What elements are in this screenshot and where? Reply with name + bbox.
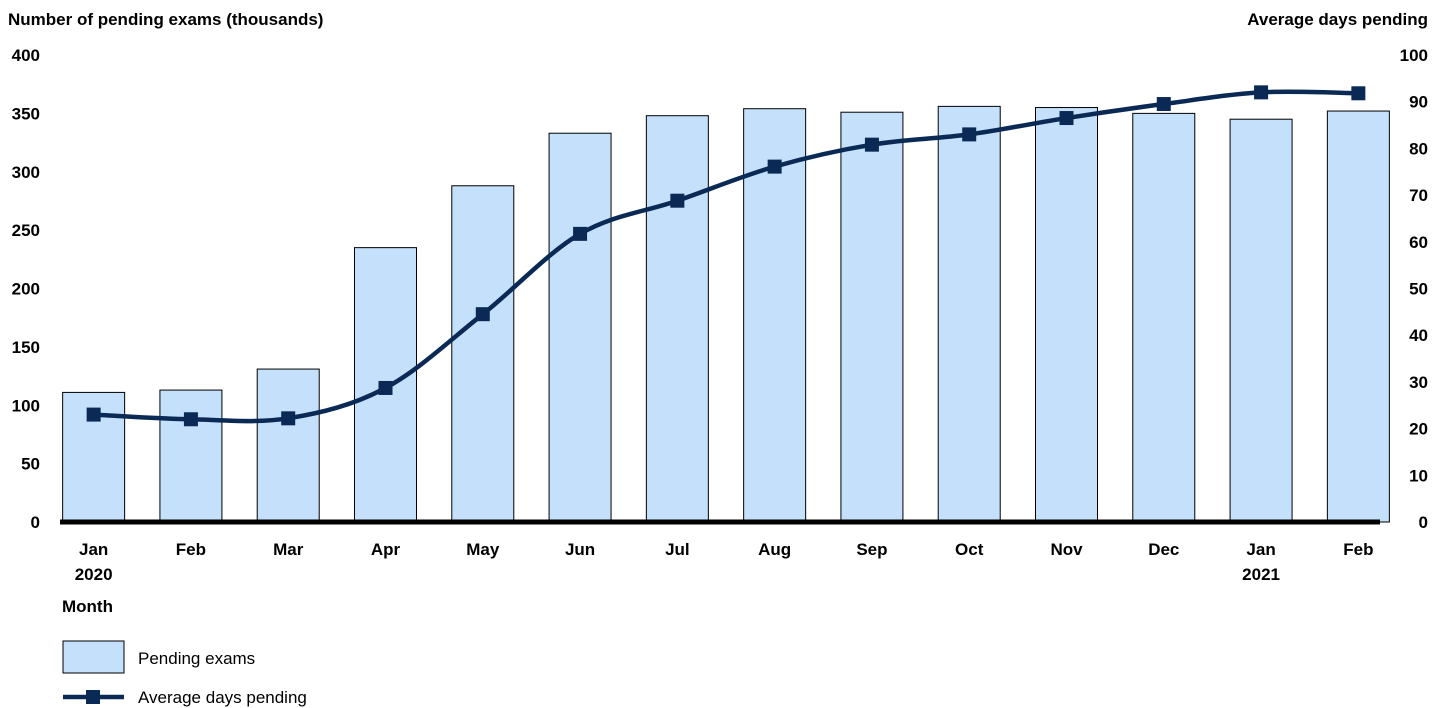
x-tick-label: Sep — [856, 540, 887, 559]
left-tick-label: 300 — [12, 163, 40, 182]
bar-pending-exams — [1035, 107, 1098, 523]
left-tick-label: 200 — [12, 280, 40, 299]
right-axis-ticks: 0 10 20 30 40 50 60 70 80 90 100 — [1400, 46, 1428, 532]
x-tick-label: May — [466, 540, 500, 559]
x-tick-label: Jan — [1246, 540, 1275, 559]
x-axis-title: Month — [62, 597, 113, 616]
bar-pending-exams — [256, 368, 320, 523]
x-tick-label: Dec — [1148, 540, 1179, 559]
left-tick-label: 400 — [12, 46, 40, 65]
bar-pending-exams — [937, 105, 1001, 523]
bars — [62, 105, 1390, 523]
left-tick-label: 250 — [12, 221, 40, 240]
left-tick-label: 100 — [12, 396, 40, 415]
marker-average-days-pending — [281, 411, 296, 426]
left-tick-label: 350 — [12, 104, 40, 123]
left-axis-ticks: 0 50 100 150 200 250 300 350 400 — [12, 46, 40, 532]
bar-pending-exams — [1229, 118, 1293, 523]
bar-pending-exams — [1326, 110, 1390, 523]
right-tick-label: 60 — [1409, 233, 1428, 252]
right-tick-label: 50 — [1409, 280, 1428, 299]
marker-average-days-pending — [183, 412, 198, 427]
marker-average-days-pending — [1156, 97, 1171, 112]
marker-average-days-pending — [767, 159, 782, 174]
legend-swatch-pending-exams — [62, 640, 125, 674]
bar-pending-exams — [743, 108, 807, 523]
line-series — [86, 85, 1366, 427]
x-tick-label: Jul — [665, 540, 690, 559]
x-tick-label: Oct — [955, 540, 984, 559]
right-tick-label: 40 — [1409, 326, 1428, 345]
legend-marker-average-days — [86, 690, 100, 704]
marker-average-days-pending — [670, 193, 685, 208]
right-tick-label: 10 — [1409, 466, 1428, 485]
bar-pending-exams — [1132, 112, 1196, 523]
left-axis-title: Number of pending exams (thousands) — [8, 10, 323, 29]
marker-average-days-pending — [1351, 86, 1366, 101]
legend-label-pending-exams: Pending exams — [138, 649, 255, 668]
marker-average-days-pending — [1254, 85, 1269, 100]
marker-average-days-pending — [378, 380, 393, 395]
x-axis-ticks: Jan 2020 Feb Mar Apr May Jun Jul Aug Sep Oct Nov Dec… — [75, 540, 1374, 584]
x-tick-label: Feb — [176, 540, 206, 559]
legend-label-average-days: Average days pending — [138, 688, 307, 707]
bar-pending-exams — [840, 111, 904, 523]
x-tick-label: Jun — [565, 540, 595, 559]
right-axis-title: Average days pending — [1247, 10, 1428, 29]
right-tick-label: 80 — [1409, 139, 1428, 158]
marker-average-days-pending — [86, 407, 101, 422]
left-tick-label: 50 — [21, 455, 40, 474]
x-tick-label: Mar — [273, 540, 304, 559]
right-tick-label: 90 — [1409, 93, 1428, 112]
left-tick-label: 0 — [31, 513, 40, 532]
right-tick-label: 30 — [1409, 373, 1428, 392]
line-average-days-pending — [93, 89, 1359, 424]
marker-average-days-pending — [1059, 111, 1074, 126]
x-tick-label: Jan — [79, 540, 108, 559]
marker-average-days-pending — [962, 127, 977, 142]
right-tick-label: 20 — [1409, 420, 1428, 439]
right-tick-label: 0 — [1419, 513, 1428, 532]
marker-average-days-pending — [864, 137, 879, 152]
right-tick-label: 70 — [1409, 186, 1428, 205]
legend: Pending exams Average days pending — [62, 640, 307, 707]
left-tick-label: 150 — [12, 338, 40, 357]
x-tick-label: Feb — [1343, 540, 1373, 559]
x-tick-year-label: 2020 — [75, 565, 113, 584]
marker-average-days-pending — [475, 307, 490, 322]
right-tick-label: 100 — [1400, 46, 1428, 65]
x-tick-year-label: 2021 — [1242, 565, 1280, 584]
bar-pending-exams — [548, 132, 612, 523]
bar-pending-exams — [451, 185, 515, 523]
x-tick-label: Nov — [1050, 540, 1083, 559]
bar-pending-exams — [645, 115, 709, 523]
marker-average-days-pending — [573, 226, 588, 241]
bar-pending-exams — [159, 389, 223, 523]
x-tick-label: Aug — [758, 540, 791, 559]
x-tick-label: Apr — [371, 540, 401, 559]
